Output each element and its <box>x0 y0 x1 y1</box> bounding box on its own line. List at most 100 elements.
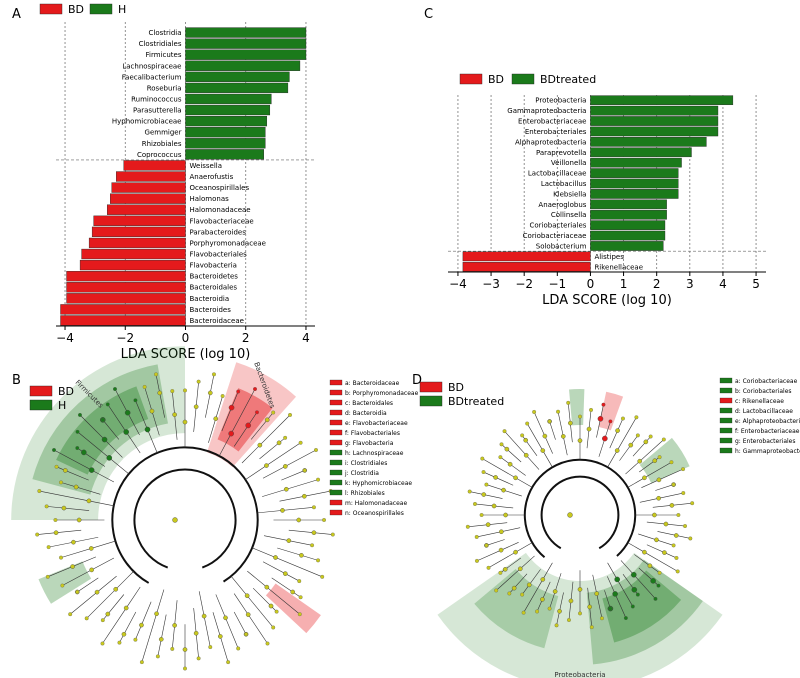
bar <box>185 115 268 127</box>
tree-leaf <box>59 480 63 485</box>
tree-branch <box>77 577 99 593</box>
tree-branch <box>482 458 533 488</box>
tree-leaf <box>465 524 470 529</box>
tree-leaf <box>60 583 65 588</box>
bar-label: Alphaproteobacteria <box>515 138 586 146</box>
tree-branch <box>609 418 624 449</box>
bar-label: Coprococcus <box>137 151 182 159</box>
tree-branch <box>501 444 522 463</box>
bar <box>81 248 186 260</box>
tree-node <box>201 613 207 619</box>
tree-branch <box>102 594 125 621</box>
tree-node <box>526 582 532 588</box>
key-swatch <box>329 439 343 446</box>
bar <box>590 105 719 116</box>
tree-node <box>61 505 67 511</box>
tree-leaf <box>54 464 59 469</box>
tree-leaf <box>520 433 525 438</box>
bar-label: Porphyromonadaceae <box>190 239 266 247</box>
tree-node <box>630 571 637 578</box>
key-label: k: Hyphomicrobiaceae <box>345 480 412 487</box>
tree-node <box>172 623 177 628</box>
tree-node <box>552 589 558 594</box>
tree-branch <box>632 436 651 457</box>
tree-leaf <box>634 415 639 420</box>
tree-node <box>228 430 234 437</box>
tree-leaf <box>44 504 49 509</box>
bar-label: Flavobacteriaceae <box>190 217 254 225</box>
tree-node <box>193 630 199 636</box>
clade-highlight <box>206 362 297 468</box>
tree-node <box>669 503 675 508</box>
tree-leaf <box>630 604 635 609</box>
tree-leaf <box>283 435 288 440</box>
tree-branch <box>476 527 521 538</box>
tree-node <box>53 530 59 535</box>
tree-node <box>276 440 282 446</box>
tree-node <box>81 449 87 456</box>
key-label: d: Bacteroidia <box>345 410 387 417</box>
tree-leaf <box>155 654 160 659</box>
x-tick-label: 2 <box>653 277 661 291</box>
tree-node <box>557 608 562 614</box>
tree-node <box>614 448 620 453</box>
bar-label: Gammaproteobacteria <box>507 107 586 115</box>
bar <box>60 304 186 315</box>
tree-branch <box>619 435 639 461</box>
tree-node <box>106 455 113 461</box>
bar-label: Faecalibacterium <box>122 73 182 81</box>
tree-node <box>286 538 292 543</box>
tree-node <box>523 452 529 458</box>
tree-arc <box>540 475 620 550</box>
tree-branch <box>60 482 101 495</box>
tree-branch <box>607 417 637 468</box>
key-swatch <box>329 479 343 486</box>
tree-leaf <box>244 632 249 637</box>
tree-leaf <box>567 618 571 622</box>
key-swatch <box>719 387 733 394</box>
tree-leaf <box>84 616 89 621</box>
tree-leaf <box>578 611 582 616</box>
tree-branch <box>523 562 553 613</box>
tree-leaf <box>75 429 80 434</box>
tree-leaf <box>481 470 486 474</box>
tree-branch <box>281 470 305 481</box>
tree-node <box>218 634 223 639</box>
tree-leaf <box>520 592 525 597</box>
panel-c-lda-chart: Proteobacteria Gammaproteobacteria Enterob… <box>448 73 766 308</box>
tree-node <box>540 448 546 453</box>
legend-swatch <box>511 73 535 85</box>
tree-node <box>501 487 506 493</box>
tree-leaf <box>675 569 680 574</box>
bar <box>185 127 266 138</box>
tree-leaf <box>320 574 325 579</box>
tree-branch <box>233 611 247 635</box>
bar <box>590 95 734 106</box>
bar <box>60 315 186 326</box>
key-swatch <box>329 389 343 396</box>
key-label: m: Halomonadaceae <box>345 500 407 507</box>
key-label: c: Rikenellaceae <box>735 398 784 405</box>
tree-branch <box>592 574 603 619</box>
tree-leaf <box>671 482 676 487</box>
tree-leaf <box>265 641 270 646</box>
tree-node <box>193 404 199 410</box>
tree-leaf <box>498 570 503 575</box>
tree-branch <box>241 414 291 464</box>
tree-node <box>663 521 669 527</box>
key-swatch <box>719 397 733 404</box>
tree-leaf <box>608 419 613 424</box>
clade-highlight <box>38 561 92 604</box>
legend-label: BD <box>488 73 504 86</box>
bar-label: Halomonas <box>190 195 230 203</box>
tree-leaf <box>196 656 201 661</box>
tree-leaf <box>298 595 303 600</box>
root-node <box>567 512 573 518</box>
bar-label: Bacteroidaceae <box>190 317 244 325</box>
tree-branch <box>262 479 319 497</box>
tree-leaf <box>535 609 539 614</box>
legend-label: BD <box>448 381 464 394</box>
tree-node <box>652 512 657 518</box>
tree-leaf <box>154 372 158 377</box>
x-tick-label: −2 <box>116 331 134 345</box>
